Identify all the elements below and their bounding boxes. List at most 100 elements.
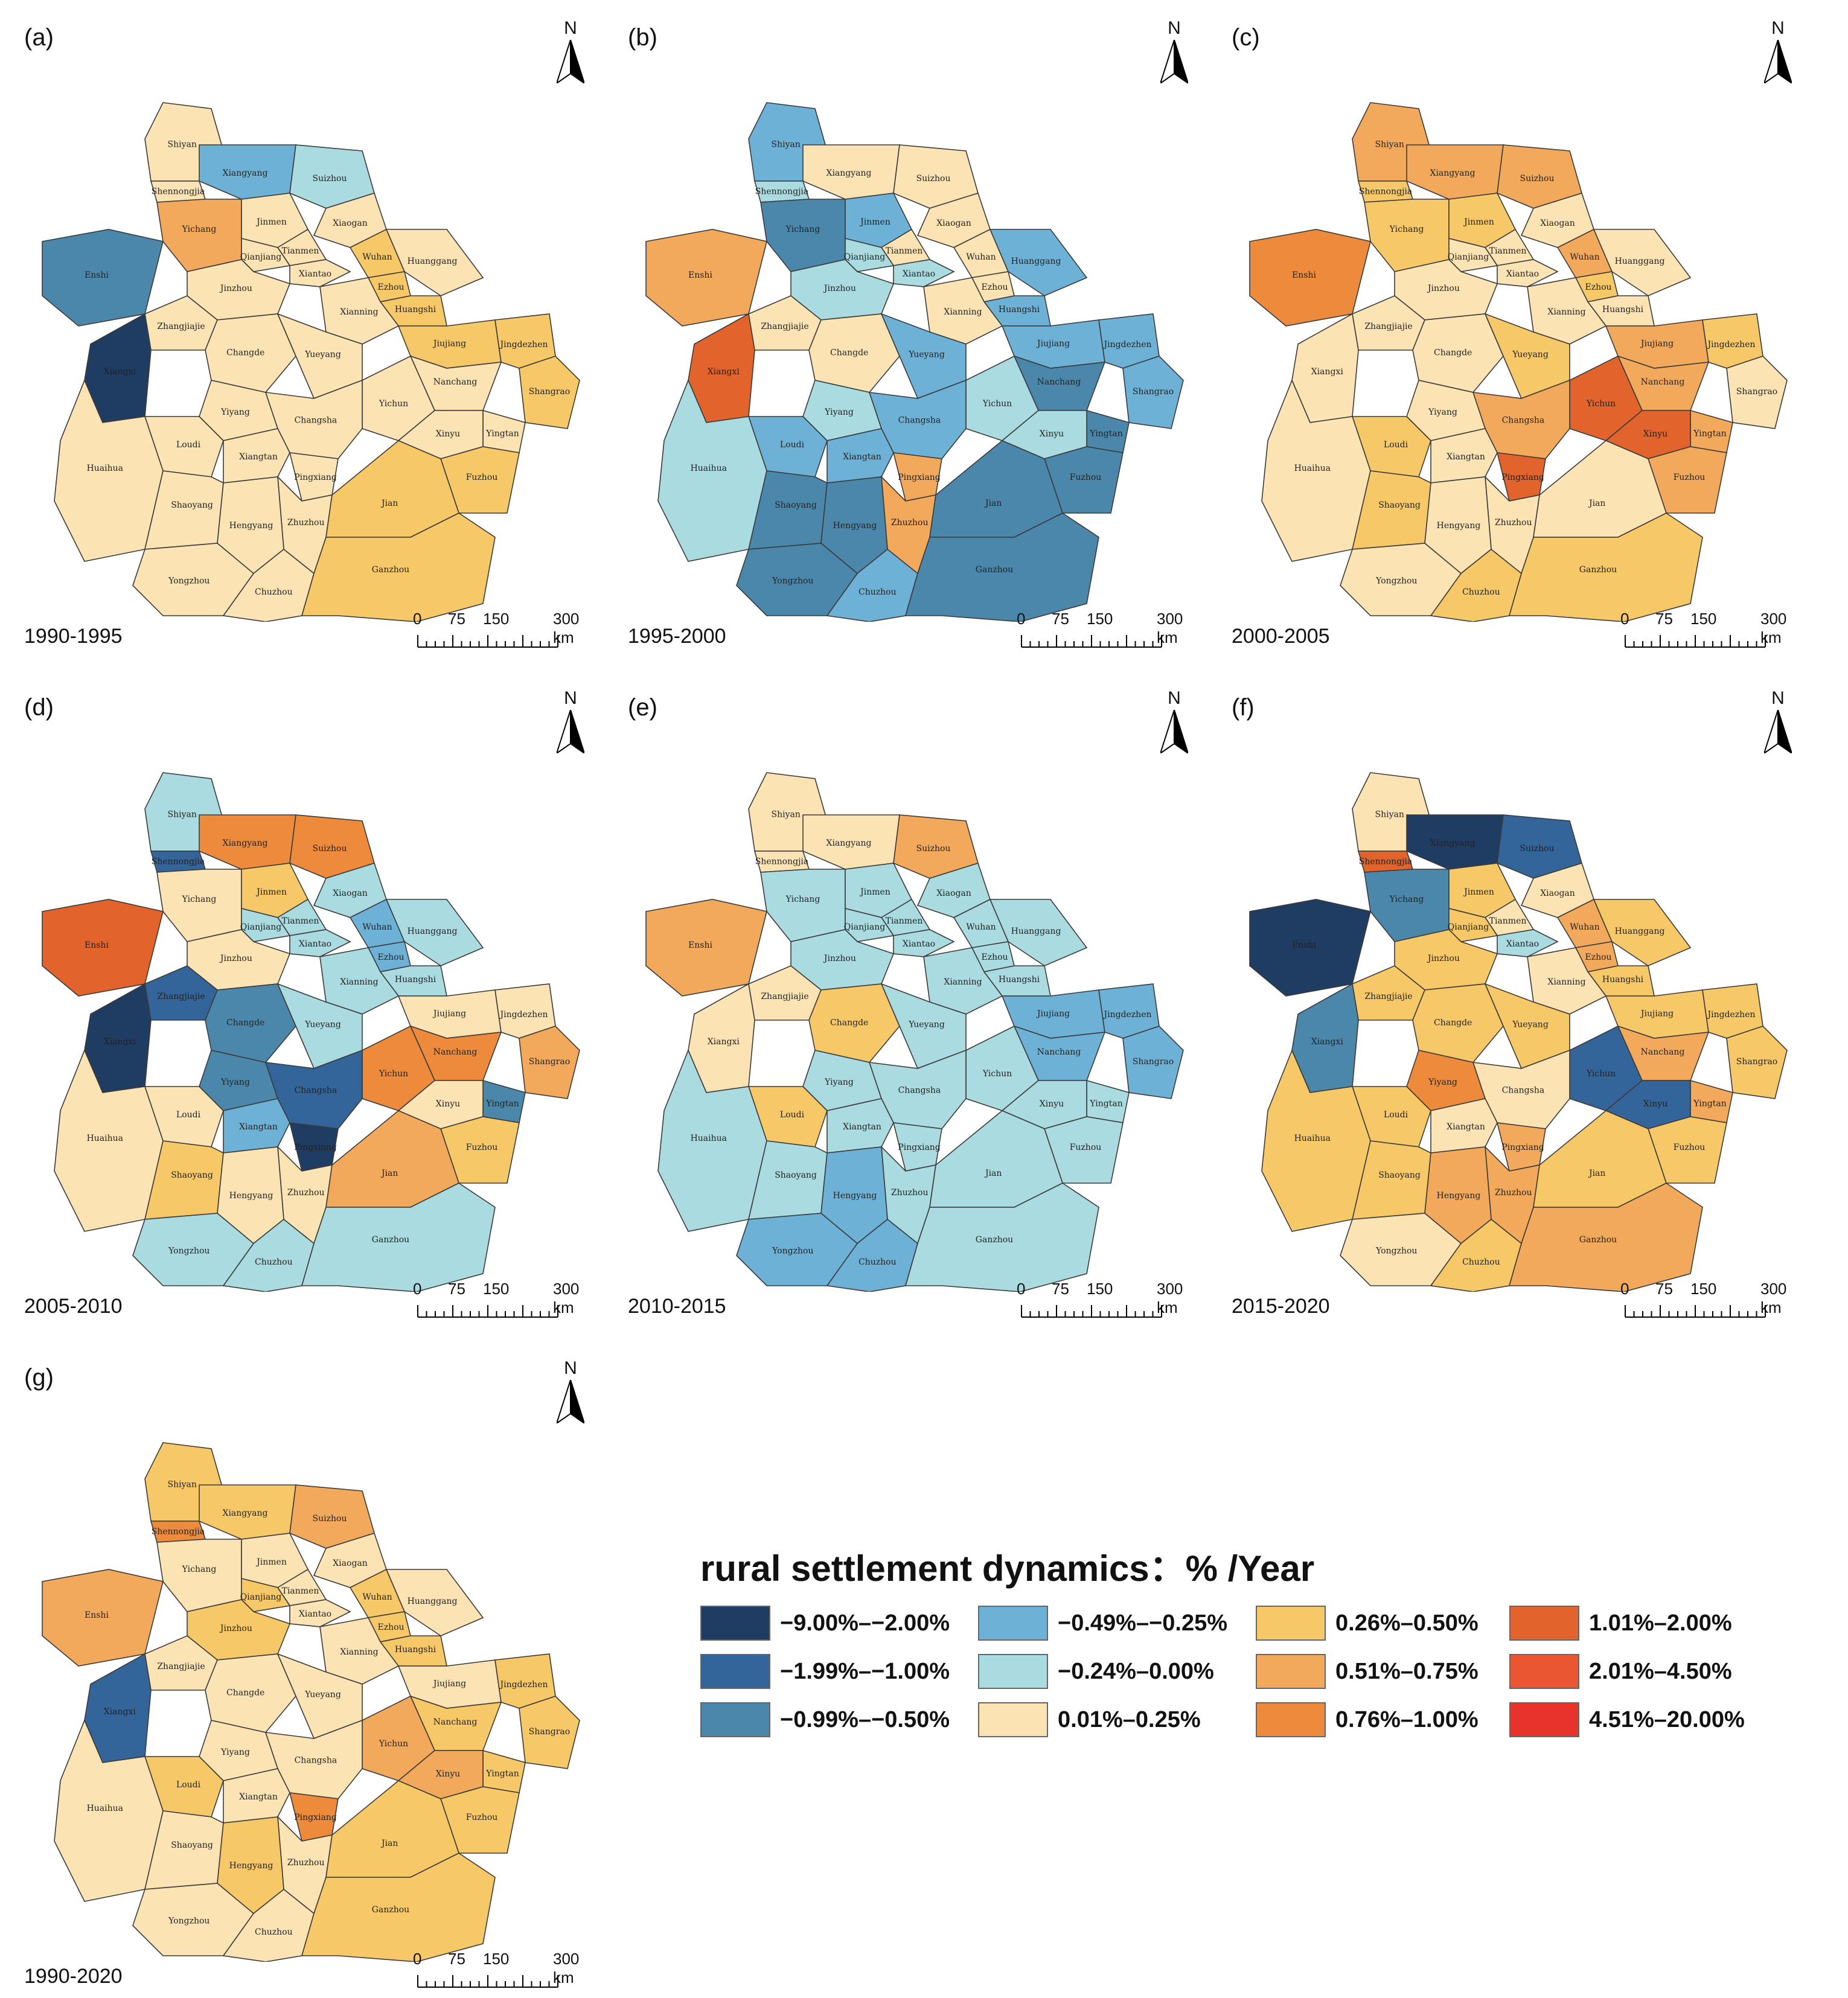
region-label: Shangrao (1736, 1057, 1777, 1067)
region-label: Ezhou (1585, 282, 1611, 292)
region-label: Xianning (1547, 977, 1585, 987)
region-label: Huangshi (999, 975, 1040, 985)
legend-label: −0.99%–−0.50% (780, 1706, 950, 1732)
region-xiangtan (1430, 428, 1498, 484)
scale-tick-label: 0 (1017, 1280, 1026, 1298)
region-label: Fuzhou (466, 473, 498, 482)
region-label: Shaoyang (775, 1170, 817, 1180)
region-label: Huangshi (395, 1645, 436, 1655)
region-label: Chuzhou (858, 587, 897, 597)
region-label: Xianning (1547, 307, 1585, 317)
region-label: Jiujiang (1036, 1009, 1070, 1018)
region-label: Suizhou (916, 844, 951, 854)
region-label: Jingdezhen (1706, 340, 1755, 349)
region-label: Shennongjia (152, 1527, 205, 1536)
region-label: Shangrao (1133, 387, 1174, 397)
region-qianjiang (845, 907, 895, 942)
region-label: Fuzhou (466, 1813, 498, 1822)
legend: rural settlement dynamics：% /Year −9.00%… (700, 1539, 1823, 1769)
region-label: Jinmen (1463, 887, 1494, 897)
region-label: Xinyu (1040, 1099, 1064, 1109)
scale-tick-label: 150 (1690, 1280, 1717, 1298)
scale-tick-label: 0 (413, 610, 422, 628)
region-label: Xianning (340, 977, 378, 987)
region-label: Changsha (1502, 1086, 1545, 1096)
legend-item: 4.51%–20.00% (1509, 1702, 1763, 1737)
region-label: Jian (380, 499, 398, 508)
region-label: Ezhou (377, 953, 404, 962)
region-label: Ezhou (981, 282, 1008, 292)
scale-bar: 0 75 150 300 km (413, 1280, 592, 1328)
scale-tick-label: 300 km (1157, 1280, 1183, 1317)
region-label: Loudi (780, 1110, 805, 1120)
region-label: Shangrao (529, 1057, 570, 1067)
region-yichang (156, 869, 242, 942)
region-label: Yiyang (824, 407, 854, 417)
region-shangrao (519, 1026, 580, 1099)
period-label: 2015-2020 (1232, 1295, 1330, 1318)
region-label: Huangshi (395, 975, 436, 985)
region-label: Jingdezhen (499, 340, 548, 349)
region-label: Enshi (1292, 270, 1316, 280)
scale-tick-label: 75 (448, 610, 465, 628)
choropleth-map: Shiyan Xiangyang Suizhou Shennongjia Yichang… (645, 102, 1184, 622)
legend-swatch (1509, 1702, 1579, 1737)
region-label: Pingxiang (294, 1813, 337, 1822)
legend-item: 0.26%–0.50% (1256, 1606, 1509, 1641)
region-xiantao (893, 929, 955, 957)
region-label: Jinmen (255, 217, 287, 227)
region-label: Shiyan (772, 139, 801, 149)
region-label: Changsha (295, 1756, 337, 1766)
region-label: Yichang (1389, 225, 1424, 234)
legend-label: 2.01%–4.50% (1589, 1658, 1732, 1684)
legend-swatch (978, 1702, 1048, 1737)
region-label: Pingxiang (294, 473, 337, 482)
region-label: Xiangxi (708, 1037, 740, 1047)
legend-label: 4.51%–20.00% (1589, 1706, 1745, 1732)
region-label: Yichang (182, 1565, 217, 1574)
period-label: 1990-2020 (24, 1965, 123, 1988)
north-label: N (1168, 688, 1181, 708)
region-label: Huanggang (1615, 927, 1665, 936)
region-label: Ganzhou (1579, 565, 1617, 575)
region-label: Qianjiang (844, 922, 886, 932)
region-label: Yongzhou (1375, 576, 1417, 586)
region-label: Shangrao (1736, 387, 1777, 397)
region-label: Yongzhou (168, 576, 209, 586)
region-label: Shennongjia (1359, 857, 1413, 866)
region-label: Huaihua (691, 464, 727, 473)
north-label: N (1168, 18, 1181, 38)
region-label: Yichun (982, 1069, 1012, 1079)
region-label: Loudi (176, 440, 201, 450)
region-label: Chuzhou (858, 1257, 897, 1267)
region-shangrao (1122, 1026, 1184, 1099)
region-label: Xinyu (1040, 429, 1064, 439)
region-label: Enshi (85, 1610, 109, 1620)
region-label: Huanggang (1011, 257, 1061, 266)
region-shangrao (1726, 356, 1788, 429)
region-label: Tianmen (1489, 916, 1527, 926)
region-label: Yichang (785, 895, 820, 904)
region-label: Shennongjia (755, 857, 809, 866)
region-label: Xiangxi (104, 1037, 136, 1047)
region-label: Shennongjia (755, 187, 809, 196)
region-label: Huaihua (87, 1134, 123, 1143)
region-label: Fuzhou (1070, 1143, 1102, 1152)
region-label: Xinyu (1643, 429, 1667, 439)
region-label: Xiangyang (222, 168, 267, 178)
region-label: Jingdezhen (1706, 1010, 1755, 1020)
region-label: Xiangyang (826, 838, 871, 848)
region-shangrao (1122, 356, 1184, 429)
region-label: Ganzhou (372, 565, 409, 575)
region-label: Yiyang (220, 407, 250, 417)
region-label: Yiyang (1428, 407, 1457, 417)
region-ganzhou (301, 512, 496, 622)
region-label: Xiaogan (333, 889, 368, 898)
panel-letter: (f) (1232, 694, 1255, 721)
region-huanggang (989, 229, 1088, 296)
legend-swatch (1256, 1654, 1326, 1689)
region-label: Shiyan (168, 139, 197, 149)
region-label: Xiantao (1506, 269, 1539, 279)
region-label: Xiaogan (333, 1559, 368, 1568)
region-label: Hengyang (1437, 1191, 1481, 1201)
